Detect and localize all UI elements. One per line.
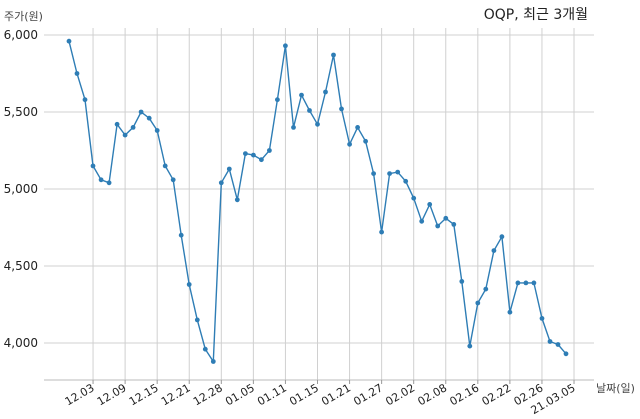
data-point	[491, 248, 497, 254]
data-point	[66, 38, 72, 44]
data-point	[331, 52, 336, 58]
data-point	[459, 279, 465, 284]
data-point	[130, 125, 136, 130]
data-point	[210, 359, 216, 364]
grid	[44, 28, 594, 380]
data-point	[411, 195, 417, 201]
x-tick-label: 12.28	[191, 381, 225, 408]
data-point	[275, 97, 280, 103]
y-axis-title: 주가(원)	[4, 10, 43, 23]
data-point	[146, 115, 152, 121]
data-point	[267, 148, 272, 153]
data-point	[547, 339, 553, 344]
data-points	[66, 38, 569, 364]
data-point	[475, 300, 481, 306]
data-point	[138, 109, 144, 115]
x-tick-labels: 12.0312.0912.1512.2112.2801.0501.1101.15…	[63, 380, 578, 417]
x-tick-label: 02.16	[448, 381, 482, 408]
data-point	[531, 280, 537, 286]
x-tick-label: 02.08	[415, 381, 449, 408]
data-point	[355, 125, 360, 130]
x-tick-label: 02.02	[383, 381, 417, 408]
data-point	[218, 180, 224, 186]
data-point	[451, 222, 457, 227]
data-point	[291, 125, 296, 130]
data-point	[251, 152, 256, 158]
chart-title: OQP, 최근 3개월	[484, 7, 588, 23]
x-tick-label: 01.27	[351, 381, 385, 408]
data-point	[515, 280, 521, 286]
data-point	[259, 157, 264, 163]
data-point	[379, 229, 384, 235]
data-point	[283, 43, 288, 49]
data-point	[507, 309, 513, 315]
data-point	[154, 128, 160, 133]
data-point	[371, 171, 376, 177]
data-point	[387, 171, 392, 177]
data-point	[323, 89, 328, 95]
data-point	[307, 108, 312, 113]
data-point	[178, 232, 184, 238]
data-point	[339, 106, 344, 112]
data-point	[555, 342, 561, 347]
data-point	[74, 71, 80, 76]
y-tick-label: 4,000	[4, 336, 38, 350]
x-tick-label: 02.22	[480, 381, 514, 408]
x-tick-label: 12.21	[159, 381, 193, 408]
data-point	[162, 163, 168, 169]
y-tick-labels: 4,000 4,500 5,000 5,500 6,000	[4, 28, 38, 350]
data-point	[563, 351, 569, 357]
data-point	[427, 202, 433, 207]
data-point	[483, 286, 489, 292]
data-point	[299, 92, 304, 98]
data-point	[435, 223, 441, 229]
data-point	[499, 234, 505, 240]
data-point	[395, 169, 401, 175]
y-tick-label: 6,000	[4, 28, 38, 42]
data-point	[419, 218, 425, 224]
data-point	[243, 151, 248, 157]
y-tick-label: 5,000	[4, 182, 38, 196]
data-point	[98, 177, 104, 183]
data-point	[234, 197, 240, 203]
x-tick-label: 01.05	[223, 381, 257, 408]
data-point	[106, 180, 112, 186]
data-point	[122, 132, 128, 138]
data-point	[186, 282, 192, 287]
data-point	[347, 141, 352, 147]
data-point	[226, 166, 232, 172]
data-point	[202, 346, 208, 352]
data-point	[114, 121, 120, 127]
data-point	[170, 177, 176, 183]
x-tick-label: 12.09	[95, 381, 129, 408]
data-point	[82, 97, 88, 103]
data-point	[443, 215, 449, 221]
x-tick-label: 01.15	[287, 381, 321, 408]
x-tick-label: 12.03	[63, 381, 97, 408]
data-point	[467, 343, 473, 349]
data-point	[523, 280, 529, 286]
y-tick-label: 4,500	[4, 259, 38, 273]
data-point	[194, 317, 200, 323]
x-tick-label: 01.11	[255, 381, 289, 408]
x-axis-title: 날짜(일)	[596, 381, 635, 395]
x-tick-label: 12.15	[127, 381, 161, 408]
data-point	[539, 316, 545, 321]
data-point	[90, 163, 96, 169]
data-point	[403, 178, 409, 184]
x-tick-label: 01.21	[319, 381, 353, 408]
data-point	[315, 121, 320, 127]
data-point	[363, 138, 368, 144]
y-tick-label: 5,500	[4, 105, 38, 119]
